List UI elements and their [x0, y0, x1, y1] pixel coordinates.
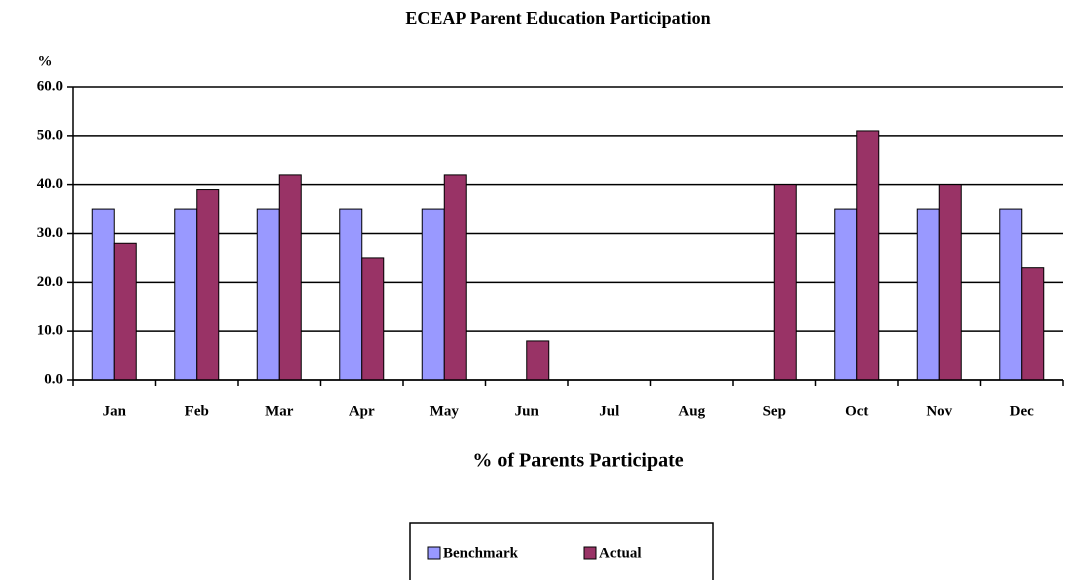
x-tick-label: Sep: [763, 403, 786, 419]
x-axis-title: % of Parents Participate: [472, 450, 683, 472]
bar: [773, 184, 797, 381]
bar: [421, 208, 445, 381]
bar: [999, 208, 1023, 381]
bar: [1021, 267, 1045, 381]
bar: [526, 340, 550, 381]
x-tick-label: Aug: [678, 403, 705, 419]
y-tick-label: 30.0: [37, 225, 63, 241]
legend-box: [409, 522, 714, 580]
x-tick-label: Oct: [845, 403, 868, 419]
bar: [196, 189, 220, 381]
bar: [256, 208, 280, 381]
x-tick-label: Dec: [1010, 403, 1034, 419]
legend-swatch: [427, 546, 441, 560]
y-tick-label: 10.0: [37, 323, 63, 339]
bar: [361, 257, 385, 381]
bar: [938, 184, 962, 381]
y-tick-label: 0.0: [44, 371, 63, 387]
x-tick-label: Jun: [515, 403, 540, 419]
legend-label: Actual: [599, 545, 642, 561]
y-tick-label: 50.0: [37, 127, 63, 143]
x-tick-label: Jan: [103, 403, 127, 419]
bar: [174, 208, 198, 381]
bar: [834, 208, 858, 381]
bar: [278, 174, 302, 381]
x-tick-label: Jul: [599, 403, 619, 419]
legend-swatch: [583, 546, 597, 560]
y-tick-label: 60.0: [37, 78, 63, 94]
bar: [339, 208, 363, 381]
y-tick-label: 20.0: [37, 274, 63, 290]
x-tick-label: May: [430, 403, 460, 419]
bar: [856, 130, 880, 381]
bar: [443, 174, 467, 381]
x-tick-label: Nov: [926, 403, 952, 419]
y-axis-title: %: [38, 53, 53, 69]
x-tick-label: Feb: [185, 403, 209, 419]
bar: [916, 208, 940, 381]
legend-label: Benchmark: [443, 545, 519, 561]
x-tick-label: Apr: [349, 403, 375, 419]
bar: [91, 208, 115, 381]
chart-title: ECEAP Parent Education Participation: [405, 8, 710, 28]
y-tick-label: 40.0: [37, 176, 63, 192]
bar: [113, 242, 137, 381]
x-tick-label: Mar: [265, 403, 294, 419]
